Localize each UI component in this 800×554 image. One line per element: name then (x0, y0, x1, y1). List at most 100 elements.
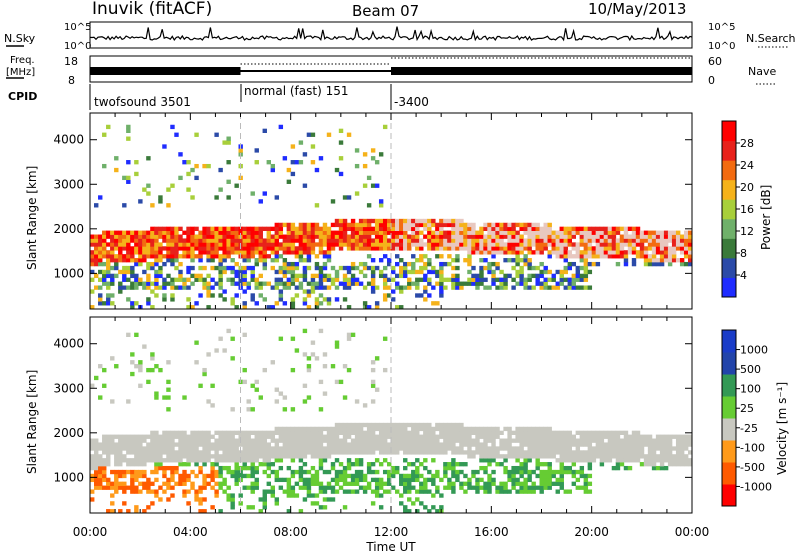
heatmap-cell (234, 234, 239, 239)
heatmap-cell (567, 242, 572, 247)
heatmap-cell (150, 289, 155, 294)
heatmap-cell (302, 434, 308, 439)
heatmap-cell (451, 242, 456, 247)
heatmap-cell (190, 254, 195, 259)
heatmap-cell (423, 442, 428, 447)
heatmap-cell (483, 277, 488, 282)
heatmap-cell (166, 281, 171, 286)
heatmap-cell (126, 469, 131, 475)
heatmap-cell (278, 265, 284, 271)
heatmap-cell (130, 281, 135, 286)
heatmap-cell (270, 360, 276, 365)
heatmap-cell (455, 246, 460, 251)
heatmap-cell (286, 261, 292, 267)
heatmap-cell (431, 222, 436, 228)
heatmap-cell (671, 250, 677, 255)
heatmap-cell (399, 493, 404, 498)
heatmap-cell (659, 446, 665, 451)
heatmap-cell (214, 254, 219, 259)
heatmap-cell (358, 438, 364, 443)
freq-label: Freq. (10, 55, 35, 66)
heatmap-cell (286, 477, 292, 483)
heatmap-cell (150, 254, 155, 259)
heatmap-cell (643, 458, 649, 463)
heatmap-cell (198, 509, 203, 514)
heatmap-cell (667, 230, 673, 235)
heatmap-cell (318, 430, 324, 435)
heatmap-cell (170, 230, 175, 235)
heatmap-cell (503, 226, 508, 231)
heatmap-cell (126, 297, 131, 302)
heatmap-cell (186, 285, 191, 290)
heatmap-cell (190, 469, 195, 475)
heatmap-cell (419, 230, 424, 235)
heatmap-cell (663, 254, 669, 259)
heatmap-cell (583, 230, 589, 235)
heatmap-cell (535, 242, 540, 247)
heatmap-cell (314, 438, 320, 443)
heatmap-cell (106, 442, 111, 447)
heatmap-cell (386, 258, 392, 263)
heatmap-cell (455, 438, 460, 443)
heatmap-cell (278, 234, 284, 239)
heatmap-cell (407, 269, 412, 275)
heatmap-cell (98, 442, 103, 447)
heatmap-cell (563, 258, 568, 263)
heatmap-cell (122, 265, 127, 271)
heatmap-cell (535, 434, 540, 439)
heatmap-cell (338, 426, 344, 432)
heatmap-cell (182, 434, 187, 439)
heatmap-cell (467, 230, 472, 235)
heatmap-cell (182, 493, 187, 498)
heatmap-cell (555, 230, 560, 235)
heatmap-cell (342, 434, 348, 439)
heatmap-cell (619, 458, 625, 463)
heatmap-cell (683, 446, 689, 451)
heatmap-cell (250, 473, 255, 479)
heatmap-cell (411, 269, 416, 275)
heatmap-cell (579, 465, 585, 471)
heatmap-cell (543, 246, 548, 251)
heatmap-cell (90, 454, 95, 459)
heatmap-cell (427, 277, 432, 282)
heatmap-cell (515, 465, 520, 471)
heatmap-cell (378, 230, 384, 235)
heatmap-cell (150, 450, 155, 455)
heatmap-cell (382, 222, 388, 228)
heatmap-cell (186, 434, 191, 439)
heatmap-cell (374, 234, 380, 239)
heatmap-cell (166, 477, 171, 483)
heatmap-cell (114, 454, 119, 459)
heatmap-cell (234, 446, 239, 451)
heatmap-cell (290, 336, 296, 341)
heatmap-cell (427, 222, 432, 228)
heatmap-cell (190, 481, 195, 486)
heatmap-cell (302, 230, 308, 235)
x-tick-label: 08:00 (273, 525, 308, 539)
heatmap-cell (635, 250, 641, 255)
heatmap-cell (122, 442, 127, 447)
heatmap-cell (298, 458, 304, 463)
heatmap-cell (250, 438, 255, 443)
heatmap-cell (122, 285, 127, 290)
heatmap-cell (298, 230, 304, 235)
heatmap-cell (250, 407, 255, 412)
heatmap-cell (218, 254, 223, 259)
heatmap-cell (370, 450, 376, 455)
heatmap-cell (543, 485, 548, 490)
heatmap-cell (527, 285, 532, 290)
heatmap-cell (130, 477, 135, 483)
heatmap-cell (194, 273, 199, 279)
heatmap-cell (302, 297, 308, 302)
heatmap-cell (94, 250, 99, 255)
heatmap-cell (182, 246, 187, 251)
heatmap-cell (579, 234, 585, 239)
heatmap-cell (539, 462, 544, 467)
heatmap-cell (443, 234, 448, 239)
heatmap-cell (278, 336, 284, 341)
heatmap-cell (651, 230, 657, 235)
heatmap-cell (382, 438, 388, 443)
heatmap-cell (262, 430, 267, 435)
heatmap-cell (443, 422, 448, 428)
heatmap-cell (314, 493, 320, 498)
